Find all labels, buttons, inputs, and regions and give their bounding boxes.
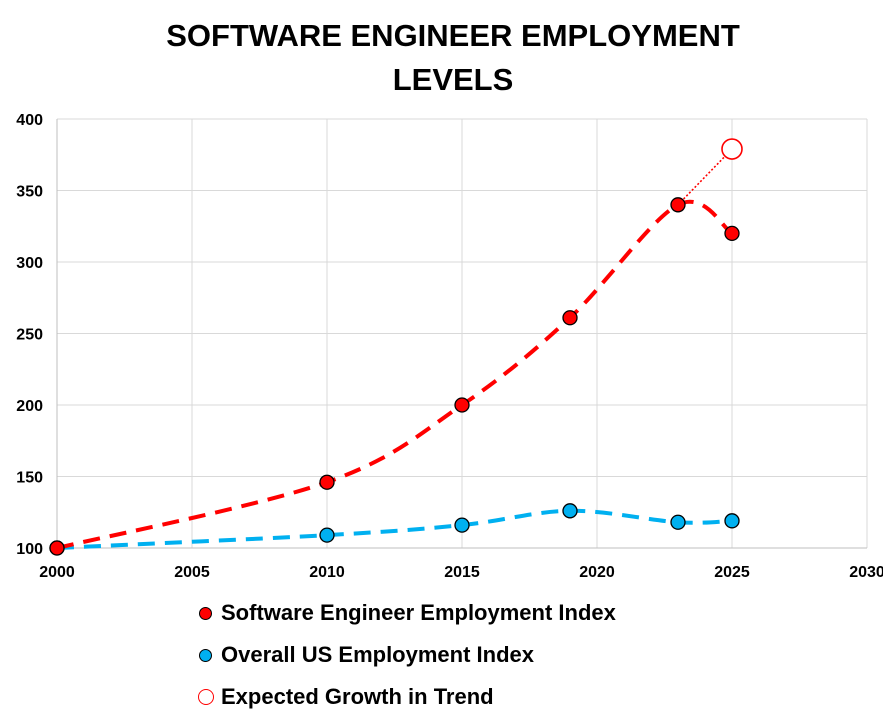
axes [56, 119, 867, 549]
legend: Software Engineer Employment Index Overa… [198, 592, 616, 718]
chart-title: SOFTWARE ENGINEER EMPLOYMENT LEVELS [0, 14, 883, 102]
data-point-software-engineer [562, 310, 578, 326]
legend-label: Software Engineer Employment Index [221, 600, 616, 625]
data-point-software-engineer [670, 197, 686, 213]
series-line-overall-us [56, 508, 733, 550]
tick-labels: 100 150 200 250 300 350 400 2000 2005 2010 2015 202… [16, 112, 883, 581]
y-tick-label: 150 [16, 470, 43, 487]
x-tick-label: 2005 [174, 564, 210, 581]
grid [56, 118, 868, 549]
y-tick-label: 100 [16, 541, 43, 558]
y-tick-label: 250 [16, 327, 43, 344]
y-tick-label: 200 [16, 398, 43, 415]
legend-label: Overall US Employment Index [221, 642, 534, 667]
data-point-software-engineer [49, 540, 65, 556]
data-point-software-engineer [319, 474, 335, 490]
x-tick-label: 2000 [39, 564, 75, 581]
data-point-overall-us [670, 514, 686, 530]
x-tick-label: 2015 [444, 564, 480, 581]
series-line-expected-growth [677, 148, 733, 206]
x-tick-label: 2010 [309, 564, 345, 581]
x-tick-label: 2020 [579, 564, 615, 581]
data-point-overall-us [319, 527, 335, 543]
data-point-overall-us [724, 513, 740, 529]
red-hollow-circle-icon [198, 689, 214, 705]
blue-filled-circle-icon [199, 648, 212, 662]
y-tick-label: 300 [16, 255, 43, 272]
legend-item-software-engineer: Software Engineer Employment Index [199, 592, 616, 634]
legend-label: Expected Growth in Trend [221, 684, 494, 709]
red-filled-circle-icon [199, 606, 212, 620]
legend-item-overall-us: Overall US Employment Index [199, 634, 616, 676]
data-point-software-engineer [724, 225, 740, 242]
x-tick-label: 2025 [714, 564, 750, 581]
series-layer [49, 138, 743, 556]
legend-item-expected-growth: Expected Growth in Trend [198, 676, 616, 718]
series-line-software-engineer [56, 199, 734, 550]
data-point-overall-us [562, 503, 578, 519]
y-tick-label: 400 [16, 112, 43, 129]
data-point-software-engineer [454, 397, 470, 413]
data-point-expected-growth [721, 138, 743, 160]
y-tick-label: 350 [16, 184, 43, 201]
x-tick-label: 2030 [849, 564, 883, 581]
chart-title-line-1: SOFTWARE ENGINEER EMPLOYMENT [166, 18, 740, 53]
data-point-overall-us [454, 517, 470, 533]
chart-title-line-2: LEVELS [392, 62, 514, 97]
